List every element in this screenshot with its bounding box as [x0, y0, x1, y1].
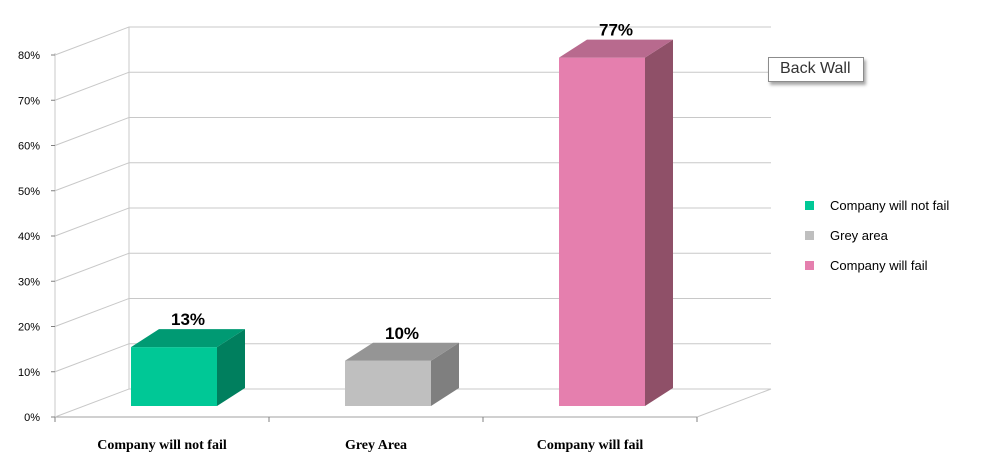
y-tick-label: 30%	[18, 276, 40, 288]
legend-swatch	[805, 230, 814, 240]
bar-front	[559, 57, 645, 406]
gridline	[54, 343, 771, 373]
gridline	[54, 117, 771, 146]
bar[interactable]	[131, 329, 245, 406]
y-tick-label: 0%	[24, 412, 40, 424]
bar-front	[131, 347, 217, 406]
y-tick-label: 80%	[18, 50, 40, 62]
x-tick-label: Company will fail	[537, 438, 644, 453]
bar-front	[345, 360, 431, 406]
legend-swatch	[805, 260, 814, 270]
gridline	[54, 252, 771, 282]
x-tick-label: Grey Area	[345, 438, 407, 453]
y-axis: 0% 10% 20% 30% 40% 50% 60% 70% 80%	[18, 50, 55, 424]
legend-label: Company will fail	[830, 257, 928, 273]
legend-item-grey-area[interactable]: Grey area	[805, 220, 995, 250]
bar-top	[131, 329, 245, 348]
y-tick-label: 70%	[18, 95, 40, 107]
gridline	[54, 26, 771, 56]
bar-top	[345, 342, 459, 361]
y-tick-label: 60%	[18, 141, 40, 153]
bar[interactable]	[559, 39, 673, 406]
gridline	[54, 207, 771, 237]
chart-gridlines	[54, 26, 771, 418]
gridline	[54, 162, 771, 192]
legend-label: Grey area	[830, 227, 888, 243]
y-tick-label: 20%	[18, 322, 40, 334]
legend-item-will-fail[interactable]: Company will fail	[805, 250, 995, 280]
data-label: 77%	[599, 21, 633, 40]
bar-top	[559, 39, 673, 58]
tooltip: Back Wall	[768, 57, 864, 82]
bar[interactable]	[345, 342, 459, 406]
legend-swatch	[805, 200, 814, 210]
floor-side-edge	[696, 388, 772, 418]
data-label: 13%	[171, 310, 205, 329]
y-tick-label: 50%	[18, 186, 40, 198]
gridline	[54, 298, 771, 327]
y-tick-label: 40%	[18, 231, 40, 243]
x-axis: Company will not fail Grey Area Company wi…	[54, 417, 698, 453]
bar-side	[217, 329, 245, 406]
legend-item-not-fail[interactable]: Company will not fail	[805, 190, 995, 220]
y-tick-label: 10%	[18, 367, 40, 379]
legend-label: Company will not fail	[830, 197, 950, 213]
bar-side	[645, 39, 673, 406]
bars	[131, 39, 673, 406]
bar-side	[431, 342, 459, 406]
x-tick-label: Company will not fail	[97, 438, 227, 453]
gridline	[54, 71, 771, 101]
legend: Company will not fail Grey area Company …	[805, 190, 995, 280]
data-labels: 13% 10% 77%	[171, 21, 633, 343]
data-label: 10%	[385, 324, 419, 343]
gridline	[54, 388, 771, 418]
